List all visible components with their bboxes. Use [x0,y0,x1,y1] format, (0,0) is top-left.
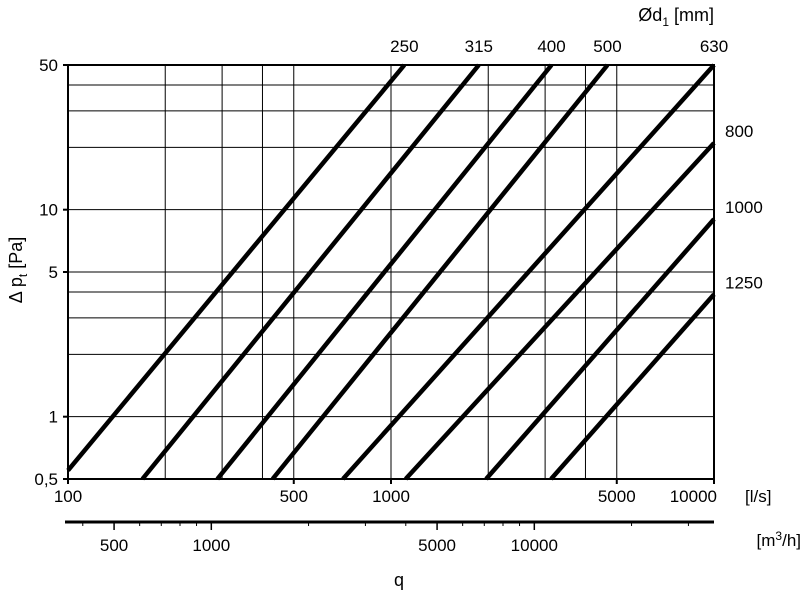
m3h-axis: 500 1000 5000 10000 [65,520,714,555]
x-tick-label: 5000 [598,487,636,506]
diameter-axis-title: Ød1 [mm] [638,5,714,29]
y-axis-title: Δ pt [Pa] [6,237,30,303]
series-label-315: 315 [465,37,493,56]
x-tick-label: 10000 [670,487,717,506]
y-tick-label: 0,5 [34,470,58,489]
series-line-315 [140,63,481,481]
series-line-1000 [484,217,716,481]
series-label-250: 250 [390,37,418,56]
y-tick-labels: 50 10 5 1 0,5 [34,56,68,489]
series-label-630: 630 [700,37,728,56]
m3h-tick-label: 5000 [418,536,456,555]
series-label-800: 800 [725,122,753,141]
m3h-tick-label: 1000 [192,536,230,555]
series-label-1000: 1000 [725,198,763,217]
x-tick-label: 500 [280,487,308,506]
y-tick-label: 10 [39,201,58,220]
x-tick-label: 1000 [372,487,410,506]
series-line-1250 [549,292,716,481]
x-tick-labels: 100 500 1000 5000 10000 [54,479,717,506]
grid [67,64,715,480]
y-tick-label: 5 [49,263,58,282]
x-unit-m3h: [m3/h] [757,529,801,550]
series-line-800 [403,141,716,481]
series-label-500: 500 [593,37,621,56]
x-tick-label: 100 [54,487,82,506]
series-label-400: 400 [537,37,565,56]
series-label-1250: 1250 [725,273,763,292]
y-tick-label: 50 [39,56,58,75]
y-tick-label: 1 [49,408,58,427]
x-axis-title: q [394,570,404,590]
series-lines [66,63,716,481]
series-line-500 [270,63,610,481]
m3h-tick-label: 500 [100,536,128,555]
x-unit-ls: [l/s] [745,487,771,506]
series-line-400 [215,63,554,481]
series-labels: 250 315 400 500 630 800 1000 1250 [390,37,763,292]
m3h-tick-label: 10000 [511,536,558,555]
series-line-630 [341,63,716,481]
series-line-250 [66,63,407,472]
